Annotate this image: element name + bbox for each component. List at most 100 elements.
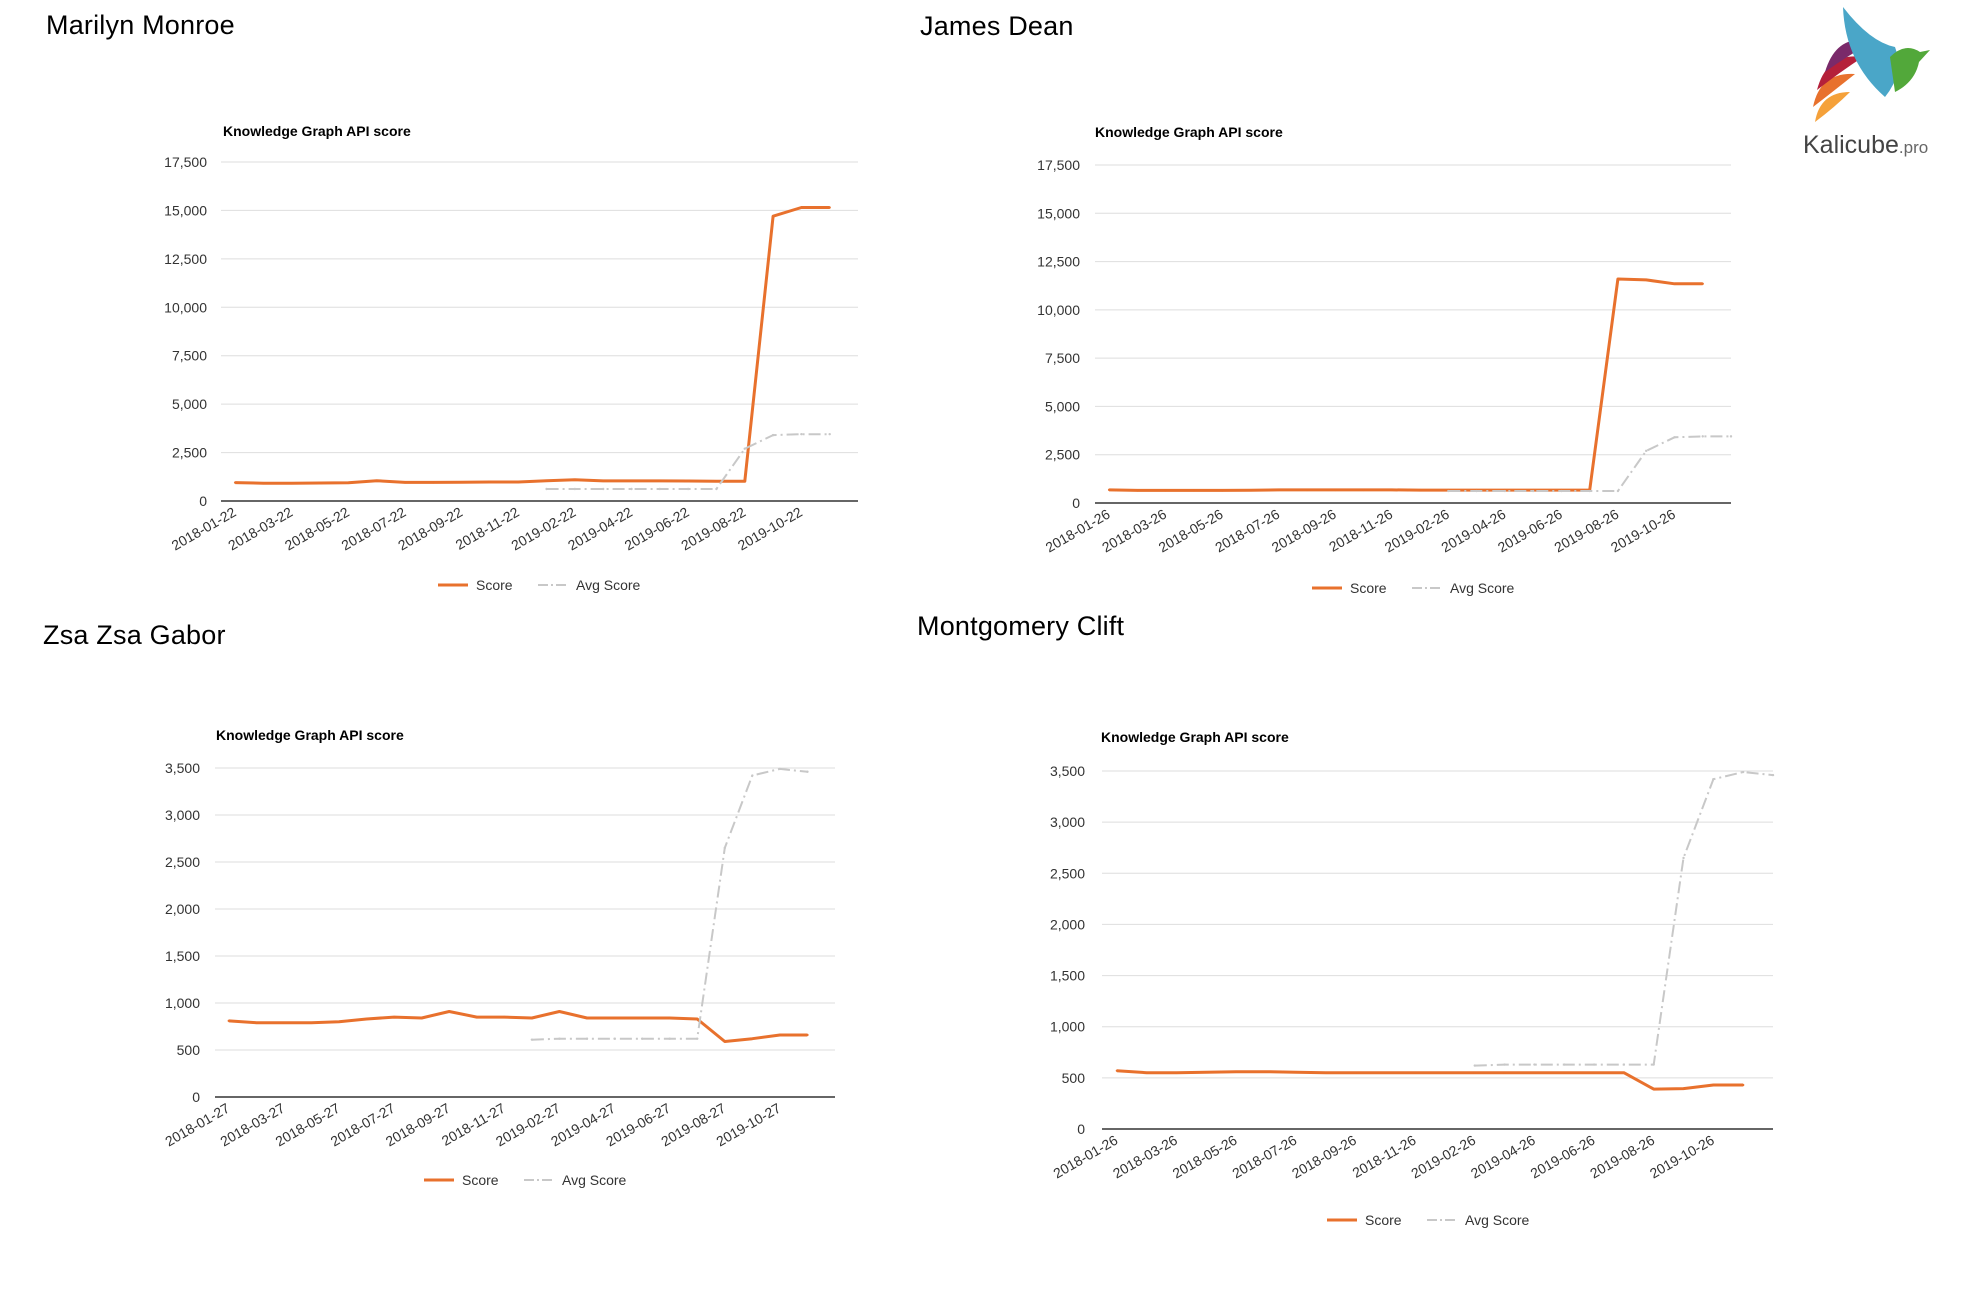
avg-score-point	[640, 1037, 644, 1040]
score-point	[1622, 1071, 1626, 1074]
score-point	[1645, 278, 1648, 282]
score-point	[573, 478, 577, 481]
avg-score-point	[1563, 1063, 1566, 1066]
score-point	[1354, 1071, 1357, 1074]
chart-marilyn-monroe: Knowledge Graph API score 0 2,500 5,000 7,50…	[164, 123, 858, 593]
score-point	[488, 480, 492, 484]
y-tick-label: 5,000	[172, 396, 207, 412]
legend-avg-label: Avg Score	[562, 1172, 627, 1188]
avg-score-point	[1588, 489, 1591, 493]
avg-score-point	[696, 1037, 699, 1040]
avg-score-point	[1729, 435, 1733, 438]
avg-score-point	[602, 487, 605, 491]
avg-score-point	[751, 774, 754, 777]
avg-score-point	[1682, 856, 1685, 860]
score-point	[686, 479, 690, 483]
y-tick-label: 1,500	[165, 948, 200, 964]
y-tick-label: 0	[1072, 495, 1080, 511]
score-point	[630, 479, 633, 483]
score-point	[1741, 1083, 1745, 1087]
x-tick-label: 2019-04-26	[1468, 1132, 1538, 1182]
avg-score-point	[743, 447, 746, 450]
score-point	[375, 479, 378, 482]
score-point	[1164, 489, 1167, 492]
y-tick-label: 1,500	[1050, 968, 1085, 984]
avg-score-point	[1531, 489, 1535, 493]
score-point	[1221, 489, 1224, 492]
y-tick-label: 2,000	[1050, 916, 1085, 932]
y-tick-label: 0	[192, 1089, 200, 1105]
y-tick-label: 0	[199, 493, 207, 509]
score-point	[778, 1033, 782, 1037]
score-point	[227, 1019, 230, 1023]
score-point	[1145, 1071, 1148, 1074]
score-point	[347, 481, 350, 484]
score-line	[235, 206, 830, 485]
score-point	[1712, 1083, 1715, 1087]
avg-score-point	[778, 767, 782, 771]
avg-score-point	[1771, 773, 1775, 777]
score-point	[318, 481, 322, 485]
avg-score-point	[1622, 1063, 1626, 1066]
score-point	[743, 480, 746, 483]
x-tick-label: 2019-02-26	[1408, 1132, 1478, 1182]
score-point	[751, 1037, 754, 1040]
avg-score-point	[1560, 489, 1563, 493]
y-tick-label: 500	[1062, 1070, 1086, 1086]
chart-james-dean: Knowledge Graph API score 0 2,500 5,000 7,50…	[1037, 124, 1733, 596]
score-point	[282, 1021, 286, 1024]
score-point	[432, 481, 435, 484]
score-point	[1616, 277, 1620, 281]
avg-score-point	[658, 487, 662, 491]
score-point	[715, 480, 718, 483]
score-point	[365, 1017, 368, 1021]
y-tick-label: 7,500	[1045, 350, 1080, 366]
avg-score-point	[771, 433, 775, 437]
score-point	[460, 481, 463, 484]
score-point	[1324, 1071, 1327, 1074]
score-point	[723, 1040, 726, 1043]
legend-avg-label: Avg Score	[1465, 1212, 1530, 1228]
score-point	[403, 481, 407, 484]
y-tick-label: 2,500	[1050, 865, 1085, 881]
score-point	[696, 1017, 699, 1021]
x-tick-label: 2018-11-26	[1350, 1132, 1419, 1181]
y-tick-label: 17,500	[164, 154, 207, 170]
y-tick-label: 1,000	[1050, 1019, 1085, 1035]
logo-suffix: .pro	[1898, 138, 1929, 157]
score-point	[585, 1016, 589, 1020]
score-point	[1701, 282, 1704, 285]
score-point	[1136, 489, 1139, 492]
kalicube-wordmark: Kalicube.pro	[1803, 131, 1928, 160]
y-tick-label: 2,500	[172, 445, 207, 461]
score-point	[1107, 488, 1111, 492]
avg-score-point	[723, 846, 726, 850]
y-tick-label: 3,500	[1050, 763, 1085, 779]
score-point	[310, 1021, 313, 1024]
score-point	[1264, 1070, 1268, 1073]
score-point	[806, 1033, 809, 1037]
logo-brand: Kalicube	[1803, 131, 1899, 159]
score-point	[1205, 1071, 1208, 1074]
avg-score-point	[573, 487, 577, 491]
chart-title: Knowledge Graph API score	[223, 123, 411, 139]
avg-score-point	[1652, 1063, 1655, 1066]
kalicube-bird-logo-icon	[1813, 7, 1930, 122]
avg-score-point	[1473, 1064, 1476, 1067]
score-point	[1443, 1071, 1447, 1074]
score-point	[545, 479, 548, 482]
score-point	[1277, 488, 1280, 492]
legend-score-label: Score	[462, 1172, 499, 1188]
avg-score-point	[1475, 489, 1478, 493]
score-point	[1305, 488, 1309, 492]
score-line	[1116, 1069, 1744, 1091]
y-tick-label: 500	[177, 1042, 201, 1058]
x-tick-label: 2019-10-26	[1647, 1132, 1717, 1182]
x-tick-label: 2019-06-26	[1528, 1132, 1598, 1182]
y-tick-label: 10,000	[164, 299, 207, 315]
score-point	[1563, 1071, 1566, 1074]
avg-score-point	[1645, 449, 1648, 453]
score-point	[503, 1015, 506, 1019]
score-point	[1592, 1071, 1596, 1074]
